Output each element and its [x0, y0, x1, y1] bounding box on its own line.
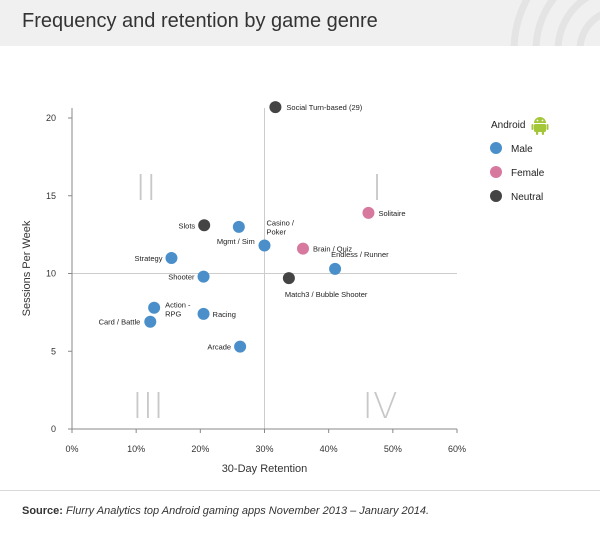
data-point-label: Mgmt / Sim: [217, 237, 255, 246]
quadrant-label: I: [372, 168, 383, 209]
source-label: Source:: [22, 505, 63, 517]
android-icon-leg: [536, 131, 539, 135]
data-point-male: [197, 270, 210, 283]
x-tick-label: 50%: [384, 444, 402, 454]
source-divider: [0, 490, 600, 491]
data-point-male: [234, 340, 247, 353]
data-point-neutral: [198, 219, 211, 232]
data-point-neutral: [282, 272, 295, 285]
data-point-male: [144, 315, 157, 328]
android-icon-eye: [536, 119, 539, 122]
x-tick-label: 20%: [191, 444, 209, 454]
scatter-chart: 0% 10% 20% 30% 40% 50% 60% 0 5 10 15 20 30-Day Reten…: [21, 101, 549, 475]
x-axis-label: 30-Day Retention: [222, 463, 308, 475]
data-point-male: [258, 239, 271, 252]
legend-marker: [490, 166, 502, 178]
data-point-label: Social Turn-based (29): [286, 103, 362, 112]
legend-entry-label: Male: [511, 144, 533, 155]
data-point-label: Solitaire: [378, 209, 405, 218]
android-icon-body: [534, 124, 546, 132]
x-tick-label: 10%: [127, 444, 145, 454]
data-point-male: [232, 220, 245, 233]
android-icon: [534, 117, 546, 123]
source-note: Source: Flurry Analytics top Android gam…: [22, 505, 429, 517]
data-point-label: Brain / Quiz: [313, 245, 352, 254]
data-point-label: Action -RPG: [165, 301, 191, 319]
data-point-label: Match3 / Bubble Shooter: [285, 290, 368, 299]
data-point-female: [362, 206, 375, 219]
quadrant-label: II: [135, 168, 156, 209]
data-point-neutral: [269, 101, 282, 114]
y-tick-label: 0: [51, 424, 56, 434]
data-point-label: Casino / Poker: [267, 219, 295, 237]
data-point-label: Racing: [213, 310, 236, 319]
legend-marker: [490, 190, 502, 202]
y-tick-label: 10: [46, 269, 56, 279]
android-icon-leg: [541, 131, 544, 135]
y-tick-label: 5: [51, 346, 56, 356]
x-tick-label: 60%: [448, 444, 466, 454]
source-text: Flurry Analytics top Android gaming apps…: [66, 505, 430, 517]
y-tick-label: 15: [46, 191, 56, 201]
data-point-male: [329, 262, 342, 275]
quadrant-label: III: [132, 386, 164, 427]
android-icon-arm: [546, 124, 549, 130]
y-tick-label: 20: [46, 113, 56, 123]
legend-marker: [490, 142, 502, 154]
data-point-label: Shooter: [168, 273, 195, 282]
data-point-label: Endless / Runner: [331, 250, 389, 259]
x-tick-label: 0%: [65, 444, 78, 454]
data-point-label: Arcade: [207, 343, 231, 352]
data-point-label: Strategy: [135, 254, 163, 263]
android-icon-eye: [541, 119, 544, 122]
x-tick-label: 40%: [320, 444, 338, 454]
data-point-male: [148, 301, 161, 314]
data-point-female: [297, 242, 309, 255]
page-title: Frequency and retention by game genre: [22, 10, 378, 32]
data-point-male: [197, 307, 210, 320]
header-bar: Frequency and retention by game genre: [0, 0, 600, 46]
legend-entry-label: Female: [511, 168, 545, 179]
y-axis-label: Sessions Per Week: [21, 220, 33, 316]
wifi-arcs-decoration: [510, 0, 600, 46]
legend-title: Android: [491, 120, 525, 131]
data-point-male: [165, 251, 178, 264]
x-tick-label: 30%: [255, 444, 273, 454]
data-point-label: Card / Battle: [99, 318, 141, 327]
data-point-label: Slots: [178, 221, 195, 230]
android-icon-arm: [531, 124, 534, 130]
quadrant-label: IV: [362, 386, 397, 427]
legend-entry-label: Neutral: [511, 192, 543, 203]
